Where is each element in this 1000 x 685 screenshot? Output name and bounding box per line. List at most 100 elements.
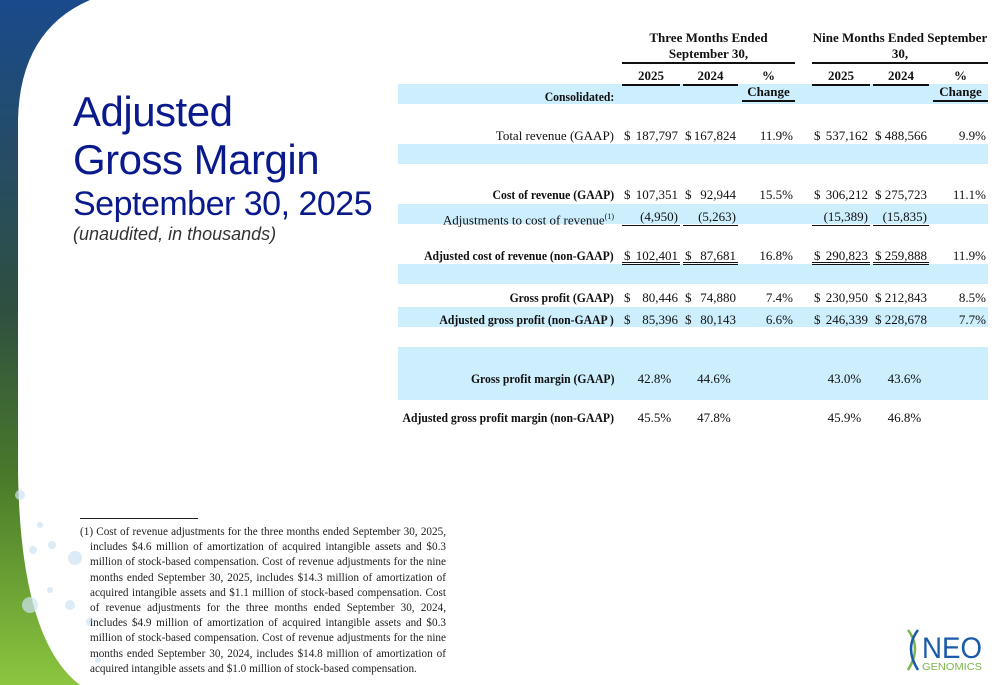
- cell-value: 107,351: [635, 187, 678, 202]
- row-label-text: Gross profit margin (GAAP): [470, 371, 614, 386]
- cell-value: 187,797: [635, 128, 678, 143]
- currency-symbol: $: [624, 312, 631, 327]
- currency-symbol: $: [685, 312, 692, 327]
- cell-value: 15.5%: [759, 187, 793, 202]
- currency-symbol: $: [875, 187, 882, 202]
- row-label-text: Adjusted gross profit (non-GAAP ): [439, 312, 614, 327]
- title-note: (unaudited, in thousands): [73, 224, 277, 244]
- cell-value: 11.9%: [952, 248, 986, 263]
- footnote-divider: [80, 518, 198, 519]
- row-label: Gross profit (GAAP): [510, 289, 614, 307]
- col-header: % Change: [742, 68, 795, 102]
- cell-value: 488,566: [884, 128, 927, 143]
- value-cell: 8.5%: [933, 289, 988, 307]
- value-cell: $74,880: [683, 289, 738, 307]
- cell-value: 306,212: [825, 187, 868, 202]
- row-label: Gross profit margin (GAAP): [470, 370, 614, 388]
- cell-value: 9.9%: [958, 128, 986, 143]
- cell-value: 246,339: [825, 312, 868, 327]
- cell-value: 230,950: [825, 290, 868, 305]
- neogenomics-logo: NEO GENOMICS: [900, 628, 985, 678]
- footnote-marker: (1): [604, 212, 614, 221]
- value-cell: $80,446: [622, 289, 680, 307]
- value-cell: [933, 409, 988, 427]
- logo-text: NEO: [922, 632, 982, 665]
- value-cell: 42.8%: [622, 370, 680, 388]
- cell-value: 46.8%: [887, 410, 922, 425]
- row-label: Adjusted gross profit margin (non-GAAP): [403, 409, 614, 427]
- row-label: Adjusted cost of revenue (non-GAAP): [424, 247, 614, 265]
- row-label-text: Gross profit (GAAP): [509, 290, 614, 305]
- table-row: Gross profit margin (GAAP) 42.8% 44.6% 43.0…: [398, 370, 990, 388]
- row-label: Adjustments to cost of revenue(1): [443, 208, 614, 229]
- cell-value: 7.7%: [958, 312, 986, 327]
- currency-symbol: $: [814, 248, 821, 263]
- row-label-text: Adjusted gross profit margin (non-GAAP): [402, 410, 614, 425]
- value-cell: $488,566: [873, 127, 929, 145]
- value-cell: $230,950: [812, 289, 870, 307]
- cell-value: 102,401: [635, 248, 678, 263]
- cell-value: 6.6%: [765, 312, 793, 327]
- page-title-block: Adjusted Gross Margin September 30, 2025…: [73, 88, 373, 245]
- row-shade: [398, 144, 988, 164]
- group-header-nine-months: Nine Months Ended September 30,: [812, 30, 988, 64]
- value-cell: $92,944: [683, 186, 738, 204]
- row-shade: [398, 347, 988, 400]
- value-cell: $246,339: [812, 311, 870, 329]
- cell-value: 228,678: [884, 312, 927, 327]
- cell-value: 290,823: [825, 248, 868, 263]
- row-label-text: Adjusted cost of revenue (non-GAAP): [424, 248, 614, 263]
- cell-value: 42.8%: [637, 371, 672, 386]
- cell-value: 80,143: [700, 312, 736, 327]
- cell-value: (15,835): [882, 209, 927, 224]
- cell-value: 7.4%: [765, 290, 793, 305]
- currency-symbol: $: [875, 290, 882, 305]
- cell-value: 47.8%: [697, 410, 731, 425]
- currency-symbol: $: [685, 248, 692, 263]
- value-cell: $187,797: [622, 127, 680, 145]
- cell-value: (4,950): [640, 209, 678, 224]
- value-cell: $80,143: [683, 311, 738, 329]
- cell-value: 45.9%: [827, 410, 862, 425]
- cell-value: 11.9%: [759, 128, 793, 143]
- cell-value: 45.5%: [637, 410, 672, 425]
- col-header: % Change: [933, 68, 988, 102]
- cell-value: 16.8%: [759, 248, 793, 263]
- row-label-text: Total revenue (GAAP): [495, 128, 614, 143]
- cell-value: 8.5%: [958, 290, 986, 305]
- value-cell: 44.6%: [683, 370, 738, 388]
- value-cell: 11.1%: [933, 186, 988, 204]
- value-cell: (15,389): [812, 208, 870, 226]
- cell-value: 11.1%: [952, 187, 986, 202]
- currency-symbol: $: [875, 248, 882, 263]
- group-header-three-months: Three Months Ended September 30,: [622, 30, 795, 64]
- row-shade: [398, 84, 988, 104]
- value-cell: 7.4%: [742, 289, 795, 307]
- title-line-1: Adjusted: [73, 88, 233, 135]
- cell-value: 74,880: [700, 290, 736, 305]
- cell-value: 537,162: [825, 128, 868, 143]
- row-shade: [398, 307, 988, 327]
- value-cell: $537,162: [812, 127, 870, 145]
- section-row: Consolidated:: [398, 88, 990, 106]
- cell-value: (5,263): [698, 209, 736, 224]
- value-cell: $212,843: [873, 289, 929, 307]
- value-cell: [742, 409, 795, 427]
- table-row: Adjusted gross profit margin (non-GAAP) 4…: [398, 409, 990, 427]
- value-cell: 43.0%: [812, 370, 870, 388]
- cell-value: 80,446: [642, 290, 678, 305]
- footnote: (1) Cost of revenue adjustments for the …: [80, 526, 446, 675]
- currency-symbol: $: [814, 312, 821, 327]
- value-cell: $87,681: [683, 247, 738, 265]
- row-label-text: Cost of revenue (GAAP): [492, 187, 614, 202]
- value-cell: 11.9%: [742, 127, 795, 145]
- value-cell: (4,950): [622, 208, 680, 226]
- currency-symbol: $: [685, 290, 692, 305]
- table-row: Total revenue (GAAP) $187,797 $167,824 11.9…: [398, 127, 990, 145]
- value-cell: (15,835): [873, 208, 929, 226]
- value-cell: [933, 370, 988, 388]
- col-header: 2025: [812, 68, 870, 86]
- cell-value: 167,824: [693, 128, 736, 143]
- table-row: Cost of revenue (GAAP) $107,351 $92,944 15.…: [398, 186, 990, 204]
- title-line-2: Gross Margin: [73, 136, 320, 183]
